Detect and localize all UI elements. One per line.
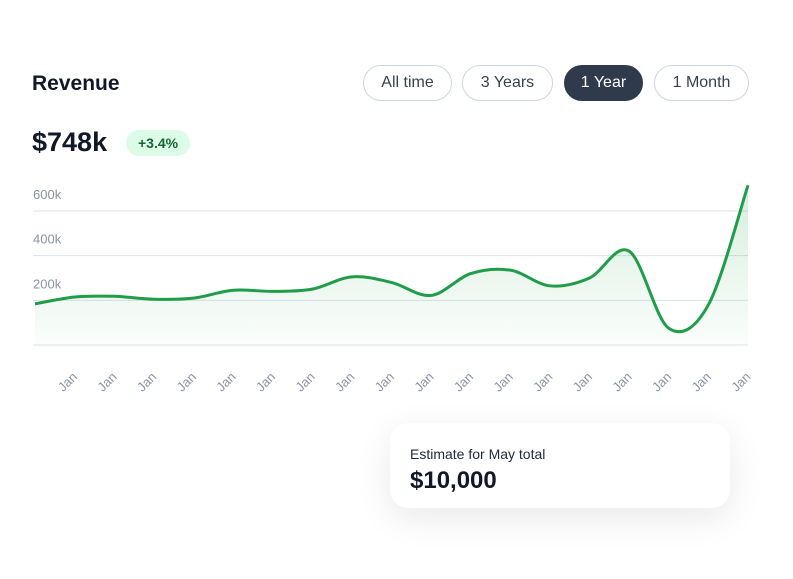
y-tick-label: 600k (33, 187, 62, 202)
x-tick-label: Jan (292, 369, 317, 394)
x-tick-label: Jan (253, 369, 278, 394)
x-tick-label: Jan (372, 369, 397, 394)
x-tick-label: Jan (649, 369, 674, 394)
filter-button[interactable]: 1 Year (564, 65, 643, 101)
x-tick-label: Jan (530, 369, 555, 394)
x-tick-label: Jan (688, 369, 713, 394)
x-tick-label: Jan (94, 369, 119, 394)
x-tick-label: Jan (332, 369, 357, 394)
x-tick-label: Jan (609, 369, 634, 394)
x-tick-label: Jan (570, 369, 595, 394)
area (35, 185, 748, 345)
total: $748k (32, 127, 108, 157)
x-tick-label: Jan (490, 369, 515, 394)
chart: 200k 400k 600k Jan Jan Jan Jan Jan Jan Jan Jan Jan J… (33, 184, 754, 395)
x-tick-label: Jan (134, 369, 159, 394)
x-tick-label: Jan (213, 369, 238, 394)
x-tick-label: Jan (174, 369, 199, 394)
estimate-card: Estimate for May total $10,000 (390, 423, 730, 508)
x-tick-label: Jan (451, 369, 476, 394)
filter-button[interactable]: 3 Years (462, 65, 553, 101)
y-tick-label: 400k (33, 232, 62, 247)
x-tick-label: Jan (55, 369, 80, 394)
x-tick-label: Jan (411, 369, 436, 394)
estimate-label: Estimate for May total (410, 446, 546, 462)
filter-button[interactable]: 1 Month (654, 65, 749, 101)
y-tick-label: 200k (33, 276, 62, 291)
x-tick-label: Jan (728, 369, 753, 394)
filter-button[interactable]: All time (363, 65, 452, 101)
line (34, 184, 750, 334)
estimate-value: $10,000 (410, 467, 497, 494)
title: Revenue (32, 72, 120, 95)
change-badge: +3.4% (126, 130, 191, 156)
